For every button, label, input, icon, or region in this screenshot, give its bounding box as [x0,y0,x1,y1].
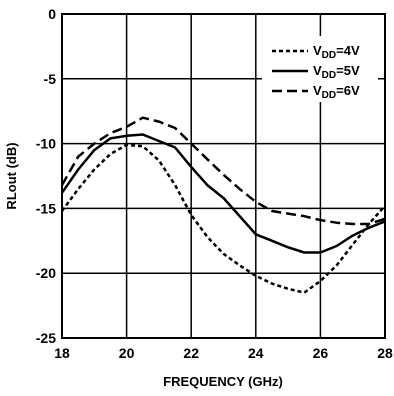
y-tick-labels: 0 -5 -10 -15 -20 -25 [36,6,56,346]
x-tick-label: 26 [313,345,329,361]
series-line-1 [60,143,386,294]
x-tick-labels: 18 20 22 24 26 28 [54,345,393,361]
series-line-2 [60,133,386,254]
legend: VDD=4V VDD=5V VDD=6V [262,36,378,102]
x-tick-label: 18 [54,345,70,361]
y-tick-label: 0 [48,6,56,22]
y-tick-label: -15 [36,200,56,216]
y-tick-label: -25 [36,330,56,346]
x-tick-label: 24 [248,345,264,361]
x-tick-label: 22 [183,345,199,361]
legend-label-2: VDD=5V [313,63,360,81]
series-line-3 [60,116,386,226]
x-axis-label: FREQUENCY (GHz) [163,374,283,389]
series-lines [60,116,386,294]
y-tick-label: -10 [36,136,56,152]
y-axis-label: RLout (dB) [4,142,19,209]
legend-label-1: VDD=4V [313,43,360,61]
legend-label-3: VDD=6V [313,83,360,101]
x-tick-label: 20 [119,345,135,361]
plot-frame [61,13,386,339]
x-tick-label: 28 [377,345,393,361]
y-tick-label: -20 [36,265,56,281]
y-tick-label: -5 [44,71,57,87]
